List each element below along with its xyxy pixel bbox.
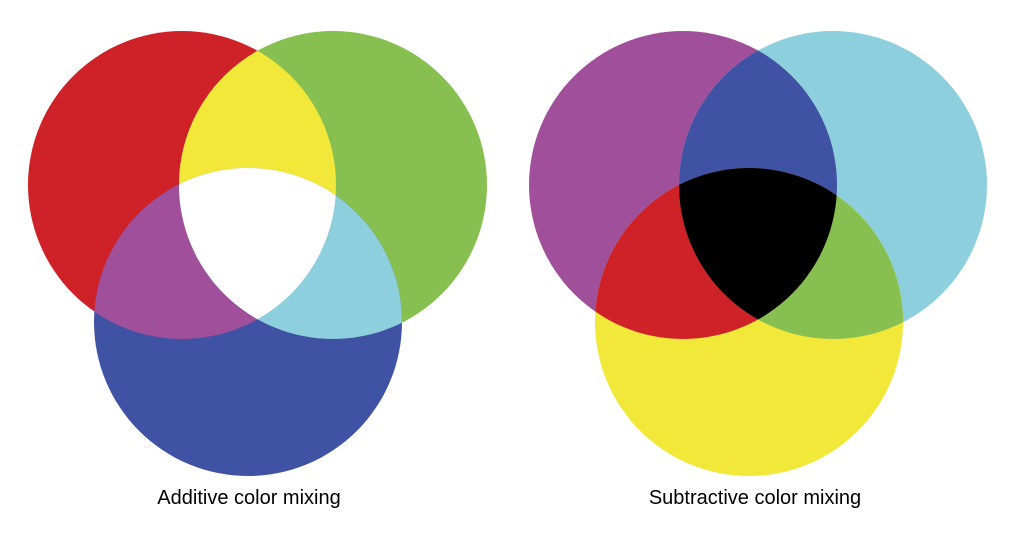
subtractive-caption: Subtractive color mixing bbox=[648, 487, 862, 509]
additive-caption: Additive color mixing bbox=[157, 487, 341, 509]
subtractive-diagram bbox=[529, 31, 987, 476]
additive-diagram bbox=[28, 31, 487, 476]
